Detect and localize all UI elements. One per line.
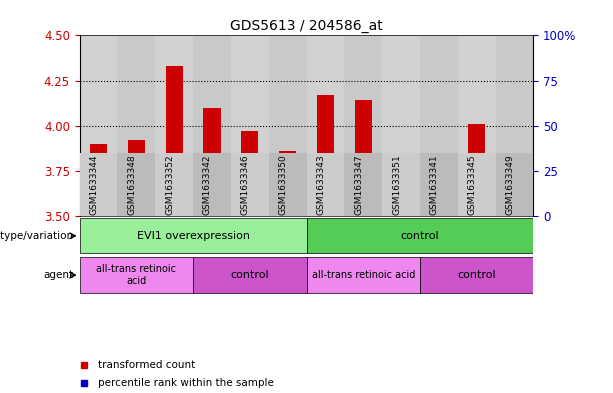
Text: GSM1633342: GSM1633342 <box>203 154 212 215</box>
Text: GSM1633348: GSM1633348 <box>128 154 136 215</box>
Bar <box>268 35 306 216</box>
Bar <box>382 35 420 216</box>
Bar <box>204 108 221 216</box>
Bar <box>118 153 155 216</box>
Bar <box>382 153 420 216</box>
Text: control: control <box>400 231 440 241</box>
Bar <box>193 35 231 216</box>
Bar <box>506 184 523 216</box>
Text: GSM1633347: GSM1633347 <box>354 154 363 215</box>
Bar <box>166 66 183 216</box>
Bar <box>458 35 495 216</box>
Bar <box>155 35 193 216</box>
Text: GSM1633349: GSM1633349 <box>505 154 514 215</box>
Bar <box>306 218 533 253</box>
Bar <box>231 153 268 216</box>
Bar <box>279 151 296 216</box>
Bar <box>468 124 485 216</box>
Bar <box>242 131 258 216</box>
Bar <box>420 257 533 293</box>
Bar <box>345 153 382 216</box>
Bar <box>80 257 193 293</box>
Bar <box>90 144 107 216</box>
Bar <box>231 35 268 216</box>
Bar <box>268 153 306 216</box>
Text: agent: agent <box>44 270 74 280</box>
Text: GSM1633344: GSM1633344 <box>89 154 99 215</box>
Bar <box>495 153 533 216</box>
Text: transformed count: transformed count <box>98 360 195 371</box>
Text: GSM1633343: GSM1633343 <box>316 154 326 215</box>
Bar <box>306 257 420 293</box>
Text: all-trans retinoic
acid: all-trans retinoic acid <box>96 264 177 286</box>
Bar <box>118 35 155 216</box>
Text: control: control <box>230 270 269 280</box>
Bar <box>495 35 533 216</box>
Text: GSM1633352: GSM1633352 <box>165 154 174 215</box>
Text: GSM1633350: GSM1633350 <box>278 154 287 215</box>
Text: GSM1633351: GSM1633351 <box>392 154 401 215</box>
Bar <box>155 153 193 216</box>
Text: GSM1633346: GSM1633346 <box>241 154 250 215</box>
Text: control: control <box>457 270 496 280</box>
Bar <box>80 35 118 216</box>
Text: all-trans retinoic acid: all-trans retinoic acid <box>311 270 415 280</box>
Bar <box>345 35 382 216</box>
Bar <box>392 195 409 216</box>
Bar <box>458 153 495 216</box>
Bar <box>306 35 345 216</box>
Bar <box>80 153 118 216</box>
Bar <box>80 218 306 253</box>
Text: genotype/variation: genotype/variation <box>0 231 74 241</box>
Bar <box>193 257 306 293</box>
Bar <box>420 153 458 216</box>
Bar <box>355 101 371 216</box>
Bar <box>420 35 458 216</box>
Text: EVI1 overexpression: EVI1 overexpression <box>137 231 249 241</box>
Text: GSM1633341: GSM1633341 <box>430 154 439 215</box>
Bar <box>430 169 447 216</box>
Bar <box>128 140 145 216</box>
Title: GDS5613 / 204586_at: GDS5613 / 204586_at <box>230 19 383 33</box>
Text: GSM1633345: GSM1633345 <box>468 154 477 215</box>
Text: percentile rank within the sample: percentile rank within the sample <box>98 378 274 388</box>
Bar <box>306 153 345 216</box>
Bar <box>193 153 231 216</box>
Bar <box>317 95 334 216</box>
